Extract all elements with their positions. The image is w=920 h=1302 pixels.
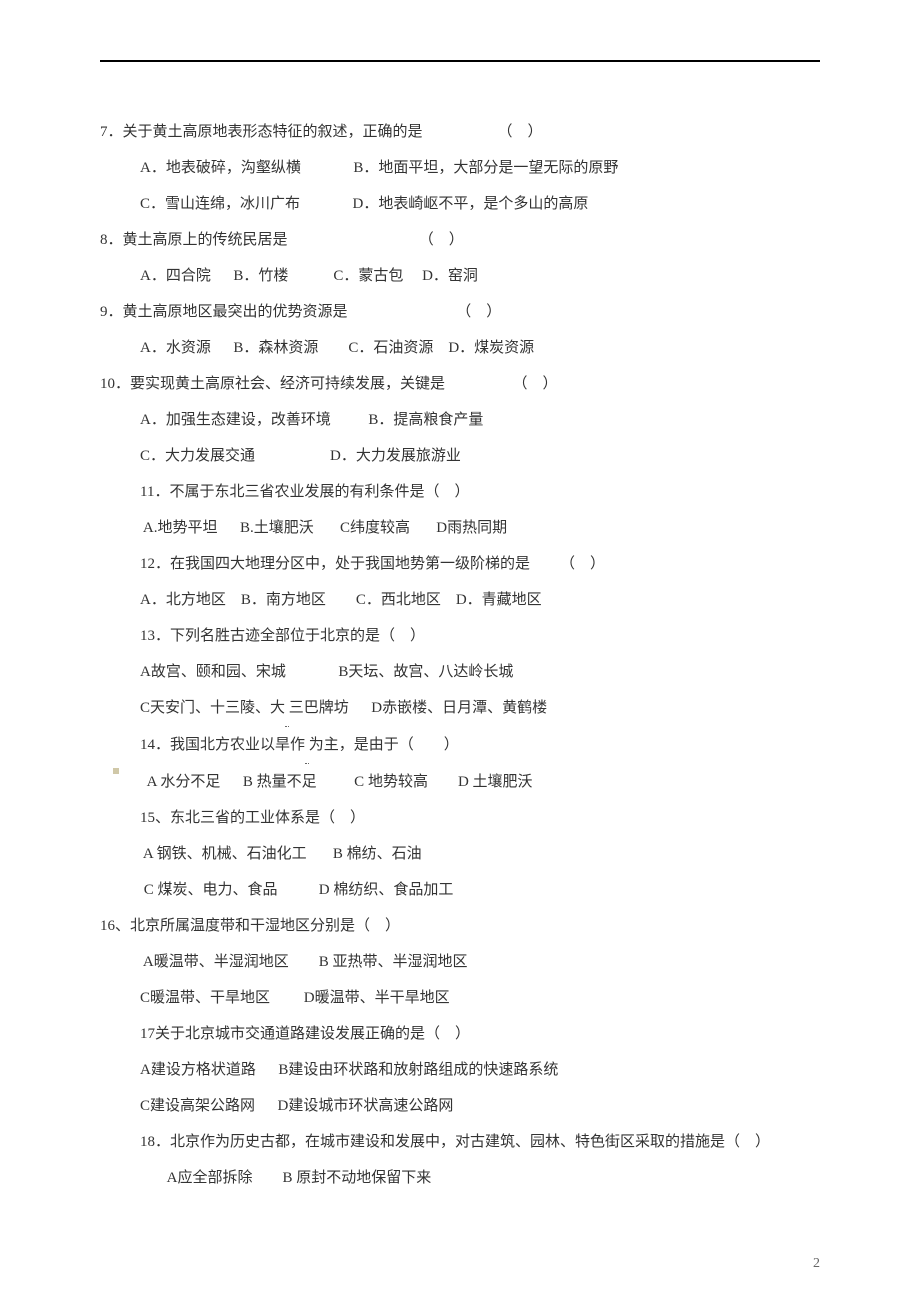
- q17-stem: 17关于北京城市交通道路建设发展正确的是（ ）: [100, 1016, 820, 1052]
- q18-options: A应全部拆除 B 原封不动地保留下来: [100, 1160, 820, 1196]
- q14-stem: 14．我国北方农业以旱作 为主，是由于（ ）: [100, 727, 820, 764]
- q12-options: A．北方地区 B．南方地区 C．西北地区 D．青藏地区: [100, 582, 820, 618]
- q11-options: A.地势平坦 B.土壤肥沃 C纬度较高 D雨热同期: [100, 510, 820, 546]
- q13-stem: 13．下列名胜古迹全部位于北京的是（ ）: [100, 618, 820, 654]
- q15-stem: 15、东北三省的工业体系是（ ）: [100, 800, 820, 836]
- q9-stem: 9．黄土高原地区最突出的优势资源是 （ ）: [100, 294, 820, 330]
- top-horizontal-rule: [100, 60, 820, 62]
- q14-stem-a: 14．我国北方农业以旱作: [140, 727, 305, 764]
- q16-row1: A暖温带、半湿润地区 B 亚热带、半湿润地区: [100, 944, 820, 980]
- q15-row1: A 钢铁、机械、石油化工 B 棉纺、石油: [100, 836, 820, 872]
- q10-optD: D．大力发展旅游业: [330, 438, 461, 474]
- q7-stem: 7．关于黄土高原地表形态特征的叙述，正确的是 （ ）: [100, 114, 820, 150]
- page-number: 2: [813, 1256, 820, 1272]
- q7-options-row2: C．雪山连绵，冰川广布 D．地表崎岖不平，是个多山的高原: [100, 186, 820, 222]
- q10-optB: B．提高粮食产量: [368, 402, 483, 438]
- q8-options: A．四合院 B．竹楼 C．蒙古包 D．窑洞: [100, 258, 820, 294]
- q7-optD: D．地表崎岖不平，是个多山的高原: [353, 186, 589, 222]
- decorative-mark: [113, 768, 119, 774]
- q7-options-row1: A．地表破碎，沟壑纵横 B．地面平坦，大部分是一望无际的原野: [100, 150, 820, 186]
- q14-stem-b: 为主，是由于（ ）: [309, 727, 459, 764]
- q7-optA: A．地表破碎，沟壑纵横: [140, 150, 301, 186]
- q14-options: A 水分不足 B 热量不足 C 地势较高 D 土壤肥沃: [100, 764, 820, 800]
- q16-row2: C暖温带、干旱地区 D暖温带、半干旱地区: [100, 980, 820, 1016]
- q10-optA: A．加强生态建设，改善环境: [140, 402, 331, 438]
- q18-stem: 18．北京作为历史古都，在城市建设和发展中，对古建筑、园林、特色街区采取的措施是…: [100, 1124, 820, 1160]
- q10-optC: C．大力发展交通: [140, 438, 255, 474]
- q11-stem: 11．不属于东北三省农业发展的有利条件是（ ）: [100, 474, 820, 510]
- document-content: 7．关于黄土高原地表形态特征的叙述，正确的是 （ ） A．地表破碎，沟壑纵横 B…: [100, 114, 820, 1196]
- q9-options: A．水资源 B．森林资源 C．石油资源 D．煤炭资源: [100, 330, 820, 366]
- q15-row2: C 煤炭、电力、食品 D 棉纺织、食品加工: [100, 872, 820, 908]
- q13-row2a: C天安门、十三陵、大: [140, 690, 285, 727]
- q12-stem: 12．在我国四大地理分区中，处于我国地势第一级阶梯的是 （ ）: [100, 546, 820, 582]
- q10-stem: 10．要实现黄土高原社会、经济可持续发展，关键是 （ ）: [100, 366, 820, 402]
- q17-row2: C建设高架公路网 D建设城市环状高速公路网: [100, 1088, 820, 1124]
- q7-optB: B．地面平坦，大部分是一望无际的原野: [353, 150, 618, 186]
- q16-stem: 16、北京所属温度带和干湿地区分别是（ ）: [100, 908, 820, 944]
- q17-row1: A建设方格状道路 B建设由环状路和放射路组成的快速路系统: [100, 1052, 820, 1088]
- q13-row1: A故宫、颐和园、宋城 B天坛、故宫、八达岭长城: [100, 654, 820, 690]
- q10-options-row2: C．大力发展交通 D．大力发展旅游业: [100, 438, 820, 474]
- q13-row2b: 三巴牌坊 D赤嵌楼、日月潭、黄鹤楼: [289, 690, 547, 727]
- q8-stem: 8．黄土高原上的传统民居是 （ ）: [100, 222, 820, 258]
- q7-optC: C．雪山连绵，冰川广布: [140, 186, 300, 222]
- q13-row2: C天安门、十三陵、大 三巴牌坊 D赤嵌楼、日月潭、黄鹤楼: [100, 690, 820, 727]
- q10-options-row1: A．加强生态建设，改善环境 B．提高粮食产量: [100, 402, 820, 438]
